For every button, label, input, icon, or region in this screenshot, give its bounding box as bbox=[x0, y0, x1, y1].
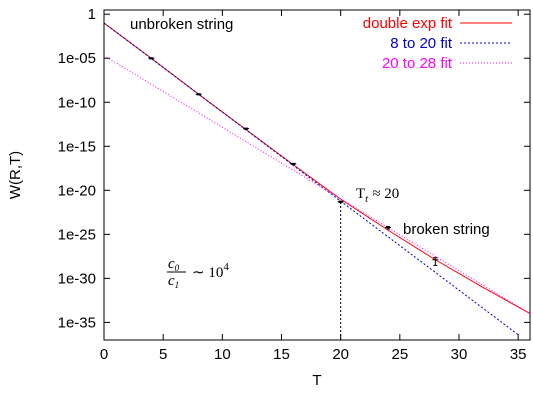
x-tick-label: 20 bbox=[332, 346, 349, 363]
annotation-part: c0 bbox=[168, 256, 180, 273]
y-tick-label: 1 bbox=[88, 6, 96, 23]
data-point bbox=[337, 200, 344, 204]
data-point bbox=[243, 127, 249, 130]
series-line bbox=[104, 22, 519, 336]
annotation-part: 0 bbox=[175, 263, 180, 273]
annotation-part: t bbox=[365, 193, 369, 205]
legend-label: 20 to 28 fit bbox=[382, 55, 453, 72]
y-tick-label: 1e-25 bbox=[58, 226, 96, 243]
x-tick-label: 5 bbox=[159, 346, 167, 363]
x-tick-label: 25 bbox=[391, 346, 408, 363]
y-axis-title: W(R,T) bbox=[7, 151, 24, 199]
data-point bbox=[385, 225, 391, 230]
x-tick-label: 15 bbox=[273, 346, 290, 363]
y-tick-label: 1e-05 bbox=[58, 50, 96, 67]
data-point bbox=[290, 162, 297, 166]
y-tick-label: 1e-35 bbox=[58, 314, 96, 331]
annotation: Tt ≈ 20 bbox=[356, 186, 399, 205]
y-tick-label: 1e-10 bbox=[58, 94, 96, 111]
data-point bbox=[148, 57, 155, 60]
y-tick-label: 1e-20 bbox=[58, 182, 96, 199]
y-tick-label: 1e-15 bbox=[58, 138, 96, 155]
legend-label: 8 to 20 fit bbox=[390, 35, 453, 52]
legend-label: double exp fit bbox=[363, 15, 453, 32]
annotation-part: c bbox=[168, 256, 175, 272]
x-tick-label: 10 bbox=[214, 346, 231, 363]
data-point bbox=[432, 257, 439, 266]
annotation-part: c1 bbox=[168, 273, 179, 290]
annotation-part: c bbox=[168, 273, 175, 289]
annotation: unbroken string bbox=[130, 16, 233, 33]
annotation-part: 1 bbox=[175, 280, 180, 290]
annotation-part: ∼ 10 bbox=[192, 265, 223, 281]
y-tick-label: 1e-30 bbox=[58, 270, 96, 287]
series-line bbox=[104, 55, 530, 315]
x-tick-label: 30 bbox=[451, 346, 468, 363]
annotation-part: 4 bbox=[223, 261, 229, 273]
x-axis-title: T bbox=[312, 372, 321, 388]
x-tick-label: 35 bbox=[510, 346, 527, 363]
annotation: broken string bbox=[403, 221, 490, 238]
plot-frame bbox=[103, 9, 531, 341]
data-point bbox=[195, 93, 202, 96]
annotation-part: T bbox=[356, 186, 365, 202]
x-tick-label: 0 bbox=[100, 346, 108, 363]
annotation-part: ≈ 20 bbox=[372, 186, 399, 202]
annotation: c0 c1 ∼ 104 bbox=[167, 256, 229, 290]
annotation-part: ∼ 104 bbox=[192, 261, 229, 281]
